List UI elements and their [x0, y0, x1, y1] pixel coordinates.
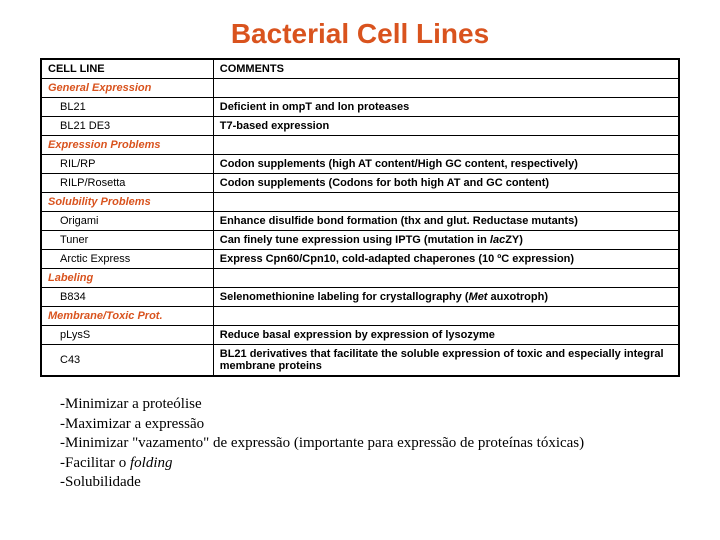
note-line: -Solubilidade: [60, 473, 680, 493]
table-header-row: CELL LINE COMMENTS: [41, 59, 679, 79]
cell-comment: Selenomethionine labeling for crystallog…: [213, 288, 679, 307]
cell-lines-table: CELL LINE COMMENTS General ExpressionBL2…: [40, 58, 680, 377]
table-row: pLysSReduce basal expression by expressi…: [41, 326, 679, 345]
table-row: Arctic ExpressExpress Cpn60/Cpn10, cold-…: [41, 250, 679, 269]
section-label: Labeling: [41, 269, 213, 288]
cell-comment: BL21 derivatives that facilitate the sol…: [213, 345, 679, 377]
section-row: General Expression: [41, 79, 679, 98]
table-row: BL21Deficient in ompT and lon proteases: [41, 98, 679, 117]
cell-comment: T7-based expression: [213, 117, 679, 136]
page-title: Bacterial Cell Lines: [40, 18, 680, 50]
note-line: -Facilitar o folding: [60, 454, 680, 474]
table-row: RIL/RPCodon supplements (high AT content…: [41, 155, 679, 174]
note-line: -Minimizar "vazamento" de expressão (imp…: [60, 434, 680, 454]
col-cell-line: CELL LINE: [41, 59, 213, 79]
cell-line-name: B834: [41, 288, 213, 307]
col-comments: COMMENTS: [213, 59, 679, 79]
section-label: Solubility Problems: [41, 193, 213, 212]
section-label: Expression Problems: [41, 136, 213, 155]
table-row: RILP/RosettaCodon supplements (Codons fo…: [41, 174, 679, 193]
section-empty: [213, 193, 679, 212]
cell-comment: Can finely tune expression using IPTG (m…: [213, 231, 679, 250]
section-label: Membrane/Toxic Prot.: [41, 307, 213, 326]
notes-list: -Minimizar a proteólise-Maximizar a expr…: [40, 395, 680, 493]
cell-line-name: C43: [41, 345, 213, 377]
cell-line-name: Tuner: [41, 231, 213, 250]
cell-line-name: RIL/RP: [41, 155, 213, 174]
section-row: Labeling: [41, 269, 679, 288]
cell-comment: Enhance disulfide bond formation (thx an…: [213, 212, 679, 231]
cell-comment: Express Cpn60/Cpn10, cold-adapted chaper…: [213, 250, 679, 269]
cell-line-name: RILP/Rosetta: [41, 174, 213, 193]
note-line: -Maximizar a expressão: [60, 415, 680, 435]
cell-comment: Reduce basal expression by expression of…: [213, 326, 679, 345]
table-row: BL21 DE3T7-based expression: [41, 117, 679, 136]
cell-comment: Deficient in ompT and lon proteases: [213, 98, 679, 117]
cell-line-name: Arctic Express: [41, 250, 213, 269]
section-row: Expression Problems: [41, 136, 679, 155]
cell-comment: Codon supplements (Codons for both high …: [213, 174, 679, 193]
table-row: OrigamiEnhance disulfide bond formation …: [41, 212, 679, 231]
section-empty: [213, 307, 679, 326]
note-line: -Minimizar a proteólise: [60, 395, 680, 415]
section-empty: [213, 269, 679, 288]
cell-line-name: BL21: [41, 98, 213, 117]
section-row: Membrane/Toxic Prot.: [41, 307, 679, 326]
section-empty: [213, 79, 679, 98]
section-label: General Expression: [41, 79, 213, 98]
section-empty: [213, 136, 679, 155]
cell-comment: Codon supplements (high AT content/High …: [213, 155, 679, 174]
section-row: Solubility Problems: [41, 193, 679, 212]
cell-line-name: pLysS: [41, 326, 213, 345]
table-row: TunerCan finely tune expression using IP…: [41, 231, 679, 250]
cell-line-name: Origami: [41, 212, 213, 231]
cell-line-name: BL21 DE3: [41, 117, 213, 136]
table-body: General ExpressionBL21Deficient in ompT …: [41, 79, 679, 377]
table-row: B834Selenomethionine labeling for crysta…: [41, 288, 679, 307]
table-row: C43BL21 derivatives that facilitate the …: [41, 345, 679, 377]
